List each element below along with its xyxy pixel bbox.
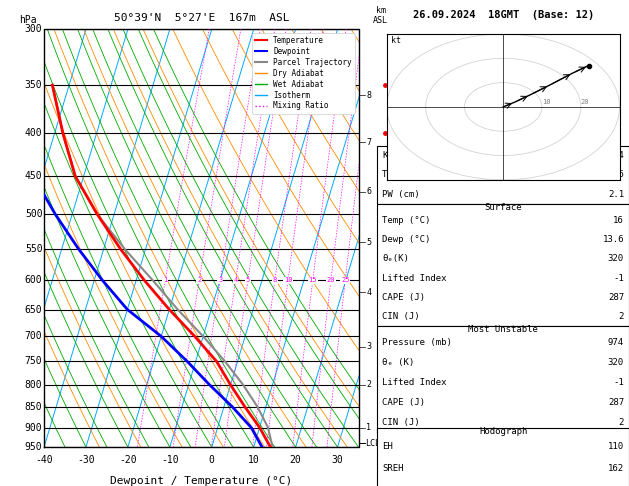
Text: CIN (J): CIN (J) [382,418,420,427]
Text: 450: 450 [25,171,43,181]
Text: 7: 7 [366,138,371,147]
Text: 20: 20 [290,455,301,466]
Text: 900: 900 [25,422,43,433]
Text: 20: 20 [581,100,589,105]
Text: 15: 15 [308,278,317,283]
Text: 5: 5 [246,278,250,283]
Text: 110: 110 [608,442,624,451]
Text: 2: 2 [618,312,624,321]
Text: Mixing Ratio (g/kg): Mixing Ratio (g/kg) [395,194,404,282]
Text: 3: 3 [366,342,371,351]
Text: 2: 2 [618,418,624,427]
Text: 1: 1 [366,423,371,432]
Text: Hodograph: Hodograph [479,427,527,436]
Text: 1: 1 [163,278,167,283]
Text: Totals Totals: Totals Totals [382,171,452,179]
Text: 25: 25 [341,278,350,283]
Text: -40: -40 [35,455,53,466]
Text: 46: 46 [613,171,624,179]
Text: -10: -10 [161,455,179,466]
Legend: Temperature, Dewpoint, Parcel Trajectory, Dry Adiabat, Wet Adiabat, Isotherm, Mi: Temperature, Dewpoint, Parcel Trajectory… [252,33,355,114]
Text: PW (cm): PW (cm) [382,190,420,199]
Text: -20: -20 [119,455,136,466]
Text: SREH: SREH [382,464,404,473]
Text: K: K [382,151,388,160]
Text: 8: 8 [273,278,277,283]
Text: 4: 4 [233,278,238,283]
Text: 600: 600 [25,276,43,285]
Text: 16: 16 [613,216,624,226]
Text: 2: 2 [197,278,201,283]
Text: -1: -1 [613,274,624,282]
Text: 30: 30 [331,455,343,466]
Bar [377,428,629,486]
Text: Dewpoint / Temperature (°C): Dewpoint / Temperature (°C) [110,476,292,486]
Text: 3: 3 [218,278,222,283]
Text: CAPE (J): CAPE (J) [382,293,425,302]
Text: 320: 320 [608,255,624,263]
Bar [377,204,629,326]
Text: 350: 350 [25,80,43,90]
Text: 2: 2 [366,381,371,389]
Text: km
ASL: km ASL [373,5,388,25]
Text: θₑ (K): θₑ (K) [382,358,415,367]
Text: 800: 800 [25,380,43,390]
Text: 850: 850 [25,402,43,412]
Text: 5: 5 [366,238,371,247]
Text: 13.6: 13.6 [603,235,624,244]
Text: CIN (J): CIN (J) [382,312,420,321]
Text: 26.09.2024  18GMT  (Base: 12): 26.09.2024 18GMT (Base: 12) [413,10,594,20]
Text: Lifted Index: Lifted Index [382,378,447,387]
Text: kt: kt [391,36,401,46]
Text: Lifted Index: Lifted Index [382,274,447,282]
Text: 8: 8 [366,91,371,100]
Text: -1: -1 [613,378,624,387]
Text: 10: 10 [284,278,292,283]
Text: 10: 10 [248,455,260,466]
Text: 287: 287 [608,398,624,407]
Text: 500: 500 [25,209,43,219]
Text: hPa: hPa [19,15,37,25]
Text: 700: 700 [25,331,43,341]
Text: 550: 550 [25,244,43,254]
Bar [377,326,629,433]
Text: 6: 6 [366,188,371,196]
Text: 750: 750 [25,356,43,366]
Text: -30: -30 [77,455,95,466]
Text: EH: EH [382,442,393,451]
Text: Most Unstable: Most Unstable [468,325,538,334]
Text: 0: 0 [209,455,214,466]
Text: 950: 950 [25,442,43,452]
Text: 20: 20 [326,278,335,283]
Text: 300: 300 [25,24,43,34]
Text: 162: 162 [608,464,624,473]
Text: 287: 287 [608,293,624,302]
Text: 24: 24 [613,151,624,160]
Text: 974: 974 [608,338,624,347]
Text: Dewp (°C): Dewp (°C) [382,235,431,244]
Text: 10: 10 [542,100,550,105]
Text: Surface: Surface [484,203,522,212]
Text: Temp (°C): Temp (°C) [382,216,431,226]
Text: 2.1: 2.1 [608,190,624,199]
Text: 50°39'N  5°27'E  167m  ASL: 50°39'N 5°27'E 167m ASL [113,13,289,23]
Text: θₑ(K): θₑ(K) [382,255,409,263]
Text: 4: 4 [366,288,371,297]
Text: LCL: LCL [365,439,380,448]
Text: CAPE (J): CAPE (J) [382,398,425,407]
Text: 650: 650 [25,305,43,314]
Text: 400: 400 [25,128,43,139]
Text: Pressure (mb): Pressure (mb) [382,338,452,347]
Text: 320: 320 [608,358,624,367]
Bar [377,146,629,204]
